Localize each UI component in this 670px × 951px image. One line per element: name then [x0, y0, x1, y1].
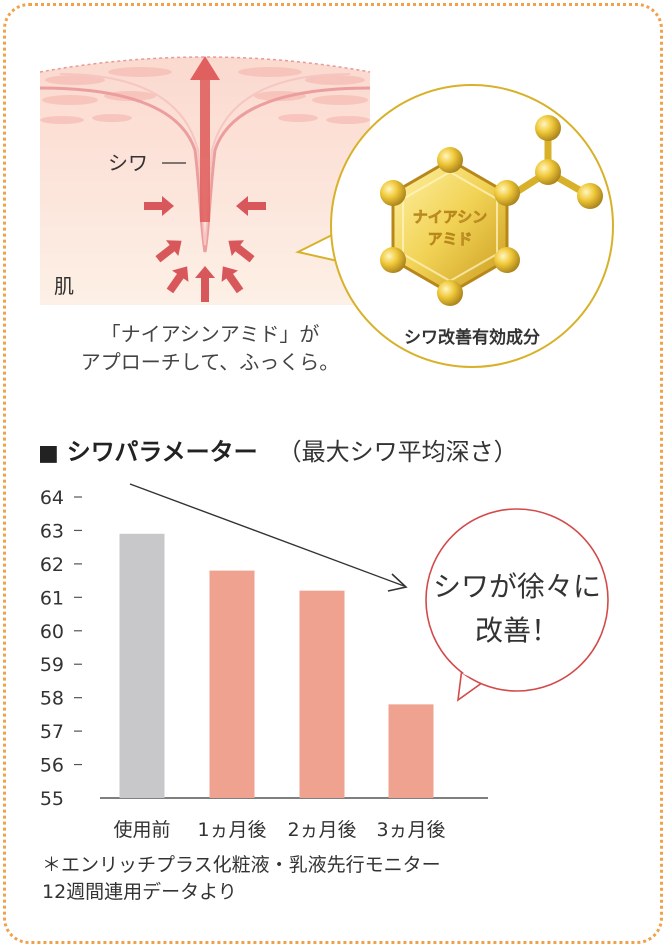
chart-header: ■ シワパラメーター （最大シワ平均深さ） — [38, 432, 518, 467]
dotted-frame — [3, 3, 663, 944]
y-axis-ticks: 64 63 62 61 60 59 58 57 56 55 — [40, 487, 82, 810]
bar-2 — [209, 570, 255, 798]
bar-4 — [388, 704, 434, 798]
x-category-label: 使用前 — [113, 819, 170, 841]
x-category-label: 2ヵ月後 — [287, 819, 356, 841]
y-tick-label: 60 — [40, 621, 64, 643]
press-arrows — [144, 196, 266, 302]
bar-1 — [119, 533, 165, 798]
caption-line2: アプローチして、ふっくら。 — [80, 350, 340, 374]
skin-top-dotted-edge — [39, 56, 371, 73]
x-axis-labels: 使用前 1ヵ月後 2ヵ月後 3ヵ月後 — [113, 819, 445, 841]
trend-arrow-head — [387, 573, 408, 592]
y-tick-label: 59 — [40, 654, 64, 676]
wrinkle-bar-chart: 64 63 62 61 60 59 58 57 56 55 使用前 1ヵ月後 2ヵ月後 3ヵ月後 — [40, 487, 488, 841]
callout-line2: 改善！ — [475, 614, 559, 647]
section-marker: ■ — [38, 441, 59, 466]
wrinkle-groove — [39, 86, 371, 253]
molecule-label-line1: ナイアシン — [413, 208, 487, 226]
wrinkle-groove-inner — [59, 73, 351, 246]
y-tick-label: 61 — [40, 587, 64, 609]
y-tick-label: 64 — [40, 487, 64, 509]
skin-cell-layers — [40, 67, 370, 124]
x-category-label: 3ヵ月後 — [376, 819, 445, 841]
footnote-line1: ＊エンリッチプラス化粧液・乳液先行モニター — [42, 854, 441, 876]
circle-caption: シワ改善有効成分 — [404, 327, 540, 348]
molecule-label-line2: アミド — [428, 230, 473, 248]
y-tick-label: 56 — [40, 755, 64, 777]
trend-arrow — [129, 483, 405, 587]
niacinamide-molecule: ナイアシン アミド — [380, 115, 603, 306]
footnote: ＊エンリッチプラス化粧液・乳液先行モニター 12週間連用データより — [42, 852, 441, 906]
skin-label: 肌 — [54, 274, 74, 298]
bar-3 — [299, 590, 345, 798]
y-tick-label: 62 — [40, 554, 64, 576]
caption-line1: 「ナイアシンアミド」が — [100, 322, 320, 346]
y-tick-label: 58 — [40, 688, 64, 710]
wrinkle-label: シワ — [108, 151, 148, 175]
bars — [119, 533, 434, 798]
lift-arrow-up — [190, 56, 220, 222]
skin-illustration: シワ 肌 — [39, 56, 371, 305]
y-tick-label: 63 — [40, 520, 64, 542]
chart-subtitle: （最大シワ平均深さ） — [277, 438, 518, 466]
illustration-caption: 「ナイアシンアミド」が アプローチして、ふっくら。 — [30, 320, 390, 376]
chart-title: シワパラメーター — [66, 438, 258, 466]
y-tick-label: 57 — [40, 721, 64, 743]
y-tick-label: 55 — [40, 788, 64, 810]
callout-line1: シワが徐々に — [433, 570, 601, 603]
improvement-callout: シワが徐々に 改善！ — [425, 508, 609, 702]
atom-balls — [380, 115, 603, 306]
x-category-label: 1ヵ月後 — [197, 819, 266, 841]
footnote-line2: 12週間連用データより — [42, 881, 237, 903]
